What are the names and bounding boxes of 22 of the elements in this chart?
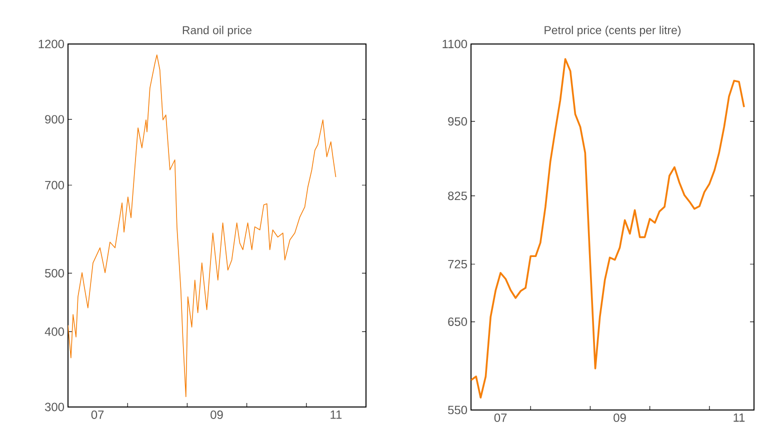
chart-title: Rand oil price [182,26,252,36]
y-tick-label: 400 [44,327,64,336]
y-tick-label: 300 [44,402,64,412]
y-tick-label: 650 [448,318,468,326]
y-tick-label: 900 [45,115,64,124]
y-tick-label: 725 [448,260,467,268]
y-tick-label: 550 [448,406,468,414]
x-tick-label: 07 [494,413,507,422]
y-tick-label: 1200 [38,40,64,48]
x-tick-label: 09 [614,413,626,422]
x-tick-label: 11 [734,413,745,422]
y-tick-label: 950 [448,117,468,126]
line-series [68,54,336,398]
y-tick-label: 825 [448,192,467,200]
y-tick-label: 1100 [442,40,468,48]
line-series [471,58,745,399]
y-tick-label: 500 [45,268,64,278]
x-tick-label: 11 [330,410,342,419]
x-tick-label: 09 [210,410,223,419]
y-tick-label: 700 [45,180,64,190]
chart-title: Petrol price (cents per litre) [544,26,681,36]
x-tick-label: 07 [91,410,104,419]
